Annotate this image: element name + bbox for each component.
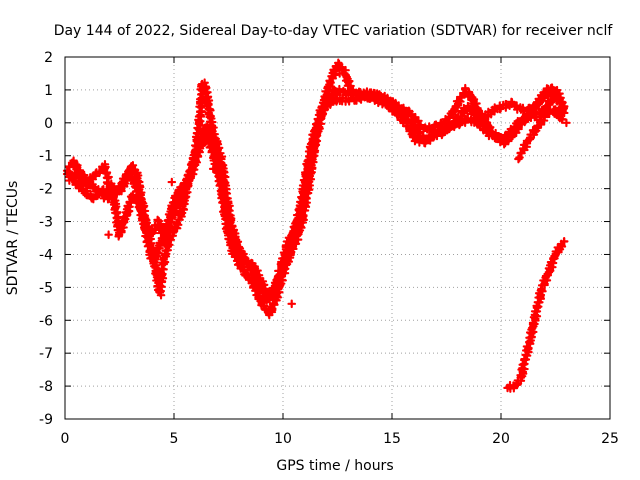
x-axis-label: GPS time / hours bbox=[276, 458, 393, 474]
y-tick-label: -6 bbox=[39, 313, 53, 329]
outlier-point bbox=[104, 230, 113, 240]
y-tick-label: 0 bbox=[44, 116, 53, 132]
outlier-point bbox=[562, 118, 571, 128]
y-tick-label: -3 bbox=[39, 215, 53, 231]
x-tick-label: 25 bbox=[601, 431, 619, 447]
data-layer bbox=[62, 58, 571, 393]
outlier-point bbox=[208, 164, 218, 174]
y-tick-label: 1 bbox=[44, 83, 53, 99]
series-track-a bbox=[62, 58, 569, 300]
x-tick-label: 15 bbox=[383, 431, 401, 447]
y-tick-label: -7 bbox=[39, 346, 53, 362]
outlier-point bbox=[335, 69, 344, 78]
y-tick-label: -1 bbox=[39, 149, 53, 165]
series-marks bbox=[503, 236, 569, 393]
y-tick-label: -8 bbox=[39, 379, 53, 395]
series-track-e bbox=[503, 236, 569, 393]
y-tick-label: 2 bbox=[44, 50, 53, 66]
y-tick-label: -9 bbox=[39, 412, 53, 428]
y-axis-label: SDTVAR / TECUs bbox=[5, 181, 21, 296]
x-tick-label: 20 bbox=[492, 431, 510, 447]
plot-frame bbox=[64, 56, 611, 420]
y-tick-label: -4 bbox=[39, 247, 53, 263]
chart-title: Day 144 of 2022, Sidereal Day-to-day VTE… bbox=[54, 23, 614, 39]
outlier-point bbox=[287, 299, 297, 309]
outlier-point bbox=[167, 177, 177, 187]
outlier-point bbox=[514, 154, 523, 164]
x-tick-label: 10 bbox=[274, 431, 292, 447]
outlier-point bbox=[123, 207, 133, 216]
series-marks bbox=[62, 85, 569, 305]
series-marks bbox=[62, 58, 569, 300]
x-tick-label: 0 bbox=[61, 431, 70, 447]
outlier-point bbox=[126, 164, 135, 174]
y-tick-label: -5 bbox=[39, 280, 53, 296]
y-tick-label: -2 bbox=[39, 182, 53, 198]
x-tick-label: 5 bbox=[170, 431, 179, 447]
series-track-c bbox=[62, 85, 569, 305]
